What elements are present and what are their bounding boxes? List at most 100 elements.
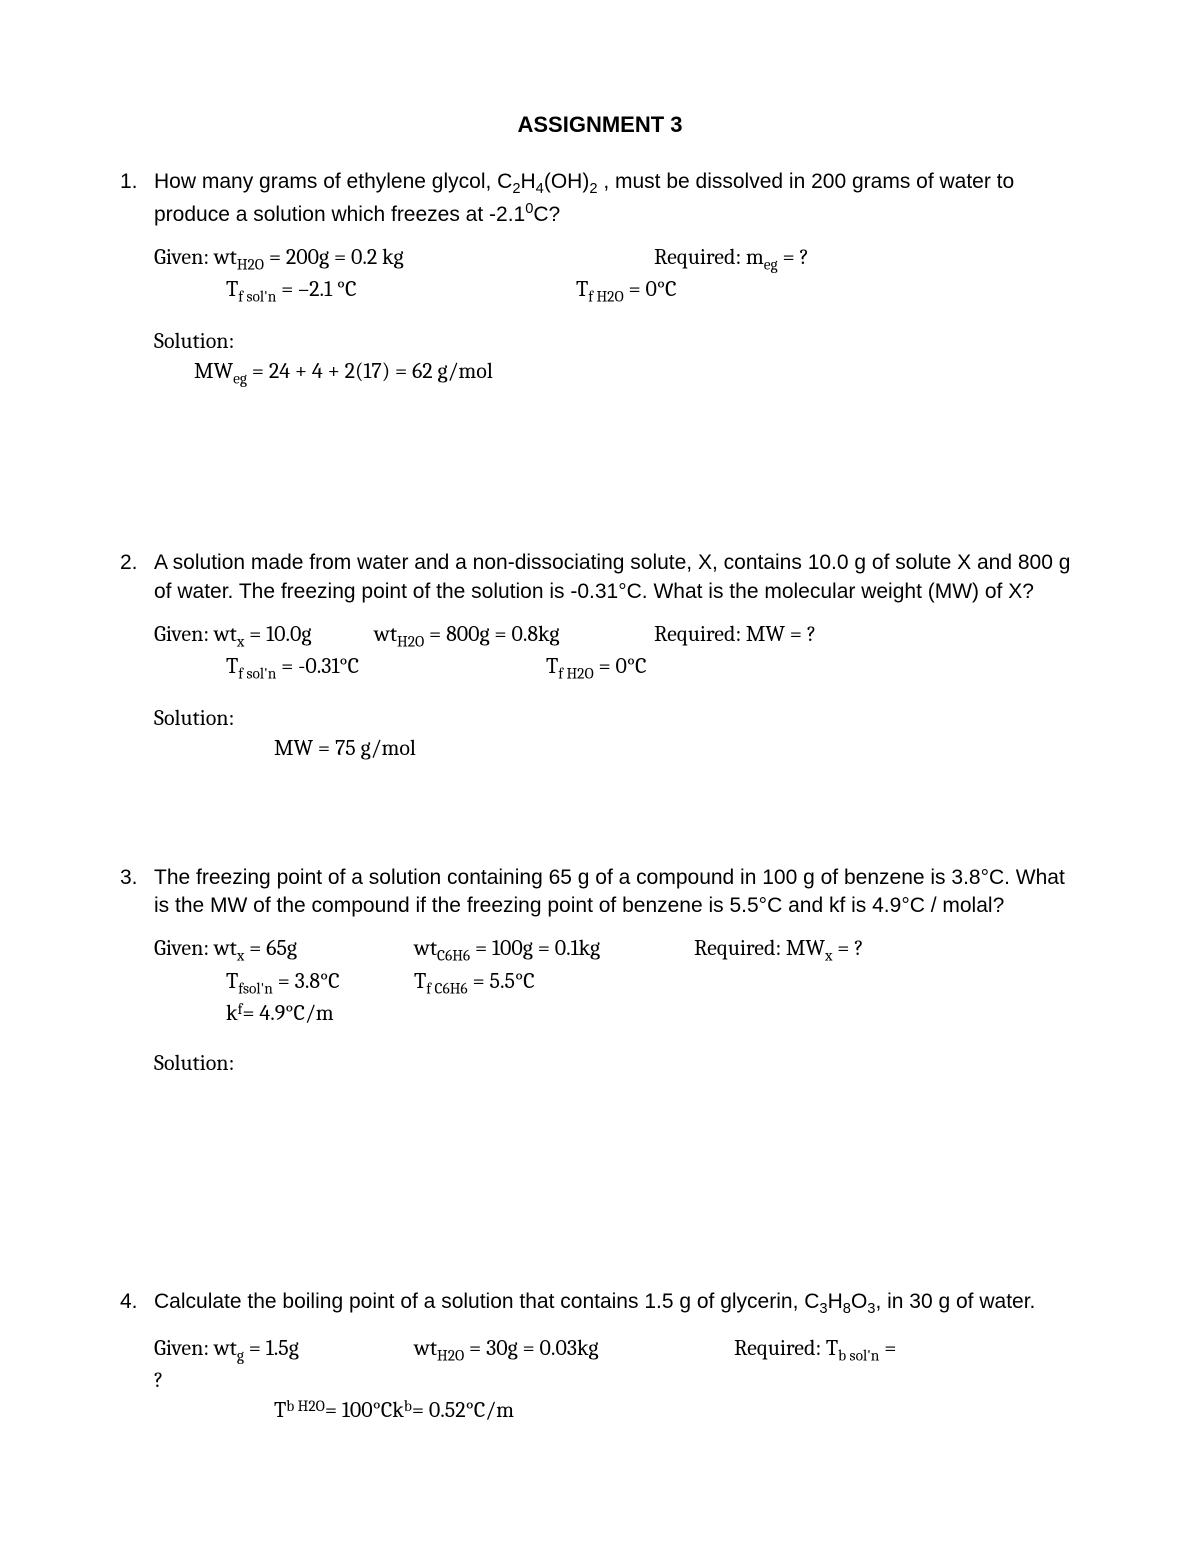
sub: b sol'n bbox=[838, 1347, 879, 1365]
text: wt bbox=[414, 935, 437, 961]
text: = 30g = 0.03kg bbox=[464, 1335, 598, 1361]
text: = 100°C bbox=[325, 1396, 392, 1426]
text: T bbox=[826, 1335, 838, 1361]
text: How many grams of ethylene glycol, C bbox=[154, 170, 512, 193]
text: Calculate the boiling point of a solutio… bbox=[154, 1290, 819, 1313]
text: T bbox=[546, 653, 558, 679]
text: = 0°C bbox=[594, 653, 647, 679]
label: Required: bbox=[734, 1335, 826, 1361]
sub: f H2O bbox=[588, 288, 623, 306]
label: Required: bbox=[694, 935, 786, 961]
sub: 8 bbox=[843, 1301, 851, 1317]
sub: fsol'n bbox=[238, 979, 273, 997]
label: Given: bbox=[154, 244, 214, 270]
given-block: Given: wtx = 65g wtC6H6 = 100g = 0.1kg R… bbox=[154, 934, 1080, 1028]
problem-3: 3. The freezing point of a solution cont… bbox=[120, 864, 1080, 1078]
given-block: Given: wtg = 1.5g wtH2O = 30g = 0.03kg R… bbox=[154, 1334, 1080, 1426]
sub: 3 bbox=[819, 1301, 827, 1317]
sub: 4 bbox=[536, 181, 544, 197]
text: H bbox=[828, 1290, 843, 1313]
text: = 5.5°C bbox=[468, 968, 535, 994]
text: = 4.9°C/m bbox=[242, 999, 333, 1029]
text: = 3.8°C bbox=[273, 968, 340, 994]
text: MW bbox=[194, 358, 233, 384]
text: T bbox=[226, 653, 238, 679]
sub: H2O bbox=[437, 1347, 464, 1365]
sub: g bbox=[237, 1347, 244, 1365]
text: m bbox=[746, 244, 764, 270]
text: H bbox=[520, 170, 535, 193]
sub: H2O bbox=[237, 255, 264, 273]
text: k bbox=[226, 999, 238, 1029]
label: Solution: bbox=[154, 327, 1080, 357]
sub: H2O bbox=[397, 632, 424, 650]
text: = –2.1 °C bbox=[276, 276, 356, 302]
sub: b H2O bbox=[286, 1396, 325, 1426]
text: T bbox=[274, 1396, 286, 1426]
text: = -0.31°C bbox=[276, 653, 359, 679]
sub: f C6H6 bbox=[426, 979, 467, 997]
text: = 65g bbox=[244, 935, 297, 961]
text: T bbox=[576, 276, 588, 302]
label: Required: bbox=[654, 244, 746, 270]
problem-1: 1. How many grams of ethylene glycol, C 2… bbox=[120, 168, 1080, 390]
text: MW = 75 g/mol bbox=[154, 734, 1080, 764]
text: = 200g = 0.2 kg bbox=[264, 244, 404, 270]
sub: f sol'n bbox=[238, 288, 276, 306]
text: wt bbox=[414, 1335, 437, 1361]
text: wt bbox=[214, 621, 237, 647]
sub: f sol'n bbox=[238, 665, 276, 683]
sub: b bbox=[404, 1396, 412, 1426]
problem-question: The freezing point of a solution contain… bbox=[154, 864, 1080, 921]
text: T bbox=[414, 968, 426, 994]
given-block: Given: wtH2O = 200g = 0.2 kg Required: m… bbox=[154, 243, 1080, 307]
text: wt bbox=[214, 1335, 237, 1361]
sub: eg bbox=[764, 255, 778, 273]
problem-number: 2. bbox=[120, 549, 154, 577]
label: Solution: bbox=[154, 704, 1080, 734]
solution-block: Solution: bbox=[154, 1049, 1080, 1079]
document-page: ASSIGNMENT 3 1. How many grams of ethyle… bbox=[0, 0, 1200, 1553]
text: = 0.52°C/m bbox=[412, 1396, 514, 1426]
text: = 100g = 0.1kg bbox=[470, 935, 600, 961]
text: MW bbox=[786, 935, 825, 961]
text: = 10.0g bbox=[244, 621, 311, 647]
text: (OH) bbox=[544, 170, 590, 193]
text: = 24 + 4 + 2(17) = 62 g/mol bbox=[247, 358, 493, 384]
text: = 800g = 0.8kg bbox=[424, 621, 559, 647]
solution-block: Solution: MWeg = 24 + 4 + 2(17) = 62 g/m… bbox=[154, 327, 1080, 389]
sub: C6H6 bbox=[437, 947, 470, 965]
problem-number: 1. bbox=[120, 168, 154, 196]
text: ? bbox=[154, 1366, 1080, 1396]
text: wt bbox=[214, 935, 237, 961]
problem-number: 3. bbox=[120, 864, 154, 892]
text: T bbox=[226, 276, 238, 302]
sub: eg bbox=[233, 370, 247, 388]
text: = bbox=[879, 1335, 896, 1361]
text: = ? bbox=[778, 244, 809, 270]
label: Given: bbox=[154, 1335, 214, 1361]
text: = 1.5g bbox=[244, 1335, 299, 1361]
sub: f H2O bbox=[558, 665, 593, 683]
text: = 0°C bbox=[624, 276, 677, 302]
label: Given: bbox=[154, 621, 214, 647]
text: T bbox=[226, 968, 238, 994]
label: Required: bbox=[654, 621, 746, 647]
sub: 2 bbox=[589, 181, 597, 197]
problem-4: 4. Calculate the boiling point of a solu… bbox=[120, 1288, 1080, 1426]
given-block: Given: wtx = 10.0g wtH2O = 800g = 0.8kg … bbox=[154, 620, 1080, 684]
text: k bbox=[392, 1396, 404, 1426]
problem-question: Calculate the boiling point of a solutio… bbox=[154, 1288, 1080, 1320]
text: , in 30 g of water. bbox=[875, 1290, 1035, 1313]
text: wt bbox=[374, 621, 397, 647]
problem-2: 2. A solution made from water and a non-… bbox=[120, 549, 1080, 763]
text: O bbox=[851, 1290, 867, 1313]
text: C? bbox=[533, 203, 560, 226]
text: = ? bbox=[832, 935, 863, 961]
problem-number: 4. bbox=[120, 1288, 154, 1316]
text: MW = ? bbox=[746, 621, 816, 647]
problem-question: A solution made from water and a non-dis… bbox=[154, 549, 1080, 606]
problem-question: How many grams of ethylene glycol, C 2 H4(… bbox=[154, 168, 1080, 229]
text: wt bbox=[214, 244, 237, 270]
label: Given: bbox=[154, 935, 214, 961]
